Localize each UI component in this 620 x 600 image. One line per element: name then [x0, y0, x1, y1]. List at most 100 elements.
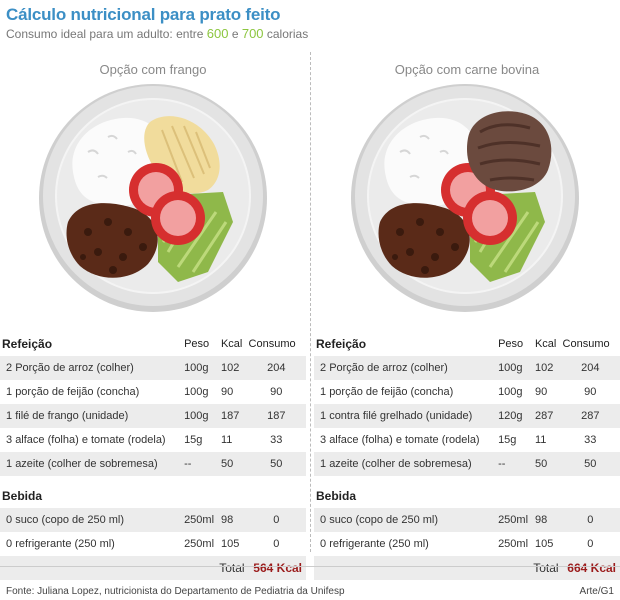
row-consumption: 204	[246, 356, 306, 380]
row-kcal: 102	[218, 356, 247, 380]
row-kcal: 90	[534, 386, 548, 398]
row-weight: 100g	[498, 386, 523, 398]
row-item: suco (copo de 250 ml)	[15, 514, 125, 526]
row-weight: 100g	[496, 356, 533, 380]
max-calories: 700	[241, 26, 264, 41]
table-row: 0 refrigerante (250 ml) 250ml 105 0	[0, 532, 306, 556]
consumption-header: Consumo	[248, 338, 296, 350]
row-qty: 1	[320, 458, 327, 470]
row-weight: 15g	[184, 434, 203, 446]
min-calories: 600	[206, 26, 229, 41]
row-kcal: 98	[532, 508, 561, 532]
row-qty: 1	[6, 410, 13, 422]
total-label: Total	[182, 556, 247, 580]
option-title: Opção com carne bovina	[394, 62, 540, 77]
beef-plate-icon	[351, 84, 579, 312]
page-title: Cálculo nutricional para prato feito	[6, 5, 281, 24]
row-kcal: 11	[220, 434, 233, 446]
row-qty: 1	[320, 410, 327, 422]
footer-source: Fonte: Juliana Lopez, nutricionista do D…	[6, 586, 345, 597]
row-qty: 0	[6, 514, 13, 526]
meal-header: Refeição	[2, 337, 53, 351]
row-qty: 1	[6, 386, 13, 398]
table-row: 1 contra filé grelhado (unidade) 120g 28…	[314, 404, 620, 428]
row-item: Porção de arroz (colher)	[15, 362, 134, 374]
row-item: azeite (colher de sobremesa)	[15, 458, 158, 470]
row-consumption: 33	[584, 434, 597, 446]
row-consumption: 90	[270, 386, 283, 398]
drink-header: Bebida	[2, 489, 43, 503]
row-consumption: 0	[587, 538, 594, 550]
table-row: 1 azeite (colher de sobremesa) -- 50 50	[314, 452, 620, 476]
table-row: 3 alface (folha) e tomate (rodela) 15g 1…	[0, 428, 306, 452]
kcal-header: Kcal	[220, 338, 243, 350]
table-row: 0 suco (copo de 250 ml) 250ml 98 0	[0, 508, 306, 532]
row-item: alface (folha) e tomate (rodela)	[15, 434, 166, 446]
row-consumption: 90	[584, 386, 597, 398]
row-kcal: 11	[534, 434, 547, 446]
footer-rule	[0, 566, 620, 567]
nutrition-table: Refeição Peso Kcal Consumo 2 Porção de a…	[0, 332, 306, 580]
row-qty: 0	[320, 538, 327, 550]
row-weight: 250ml	[184, 538, 215, 550]
row-consumption: 0	[560, 508, 620, 532]
total-value: 664 Kcal	[560, 556, 620, 580]
row-weight: 15g	[498, 434, 517, 446]
row-consumption: 50	[560, 452, 620, 476]
option-title: Opção com frango	[99, 62, 207, 77]
chicken-plate-icon	[39, 84, 267, 312]
row-item: refrigerante (250 ml)	[15, 538, 115, 550]
row-kcal: 287	[532, 404, 561, 428]
row-weight: 100g	[182, 356, 219, 380]
table-row: 2 Porção de arroz (colher) 100g 102 204	[0, 356, 306, 380]
meal-header: Refeição	[316, 337, 367, 351]
row-kcal: 90	[220, 386, 234, 398]
row-kcal: 105	[534, 538, 554, 550]
page-subtitle: Consumo ideal para um adulto: entre 600 …	[6, 26, 308, 41]
subtitle-prefix: Consumo ideal para um adulto: entre	[6, 27, 207, 41]
row-consumption: 0	[246, 508, 306, 532]
row-qty: 3	[6, 434, 13, 446]
table-row: 0 refrigerante (250 ml) 250ml 105 0	[314, 532, 620, 556]
total-row: Total 664 Kcal	[314, 556, 620, 580]
row-item: porção de feijão (concha)	[15, 386, 140, 398]
row-item: refrigerante (250 ml)	[329, 538, 429, 550]
row-consumption: 33	[270, 434, 283, 446]
drink-header: Bebida	[316, 489, 357, 503]
row-qty: 3	[320, 434, 327, 446]
total-label: Total	[496, 556, 561, 580]
row-consumption: 187	[246, 404, 306, 428]
table-row: 0 suco (copo de 250 ml) 250ml 98 0	[314, 508, 620, 532]
row-kcal: 50	[218, 452, 247, 476]
row-weight: 100g	[182, 404, 219, 428]
row-qty: 2	[320, 362, 327, 374]
row-kcal: 105	[220, 538, 240, 550]
consumption-header: Consumo	[562, 338, 610, 350]
weight-header: Peso	[498, 338, 524, 350]
row-consumption: 287	[560, 404, 620, 428]
subtitle-and: e	[228, 27, 242, 41]
total-row: Total 564 Kcal	[0, 556, 306, 580]
row-weight: 100g	[184, 386, 209, 398]
row-consumption: 204	[560, 356, 620, 380]
row-qty: 0	[320, 514, 327, 526]
row-item: azeite (colher de sobremesa)	[329, 458, 472, 470]
table-row: 1 azeite (colher de sobremesa) -- 50 50	[0, 452, 306, 476]
row-weight: 250ml	[496, 508, 533, 532]
row-weight: 250ml	[498, 538, 529, 550]
footer-credit: Arte/G1	[579, 586, 614, 597]
row-kcal: 98	[218, 508, 247, 532]
column-divider	[310, 52, 311, 552]
row-item: suco (copo de 250 ml)	[329, 514, 439, 526]
row-item: Porção de arroz (colher)	[329, 362, 448, 374]
row-weight: 250ml	[182, 508, 219, 532]
row-item: alface (folha) e tomate (rodela)	[329, 434, 480, 446]
row-qty: 1	[6, 458, 13, 470]
table-row: 2 Porção de arroz (colher) 100g 102 204	[314, 356, 620, 380]
row-qty: 1	[320, 386, 327, 398]
row-item: filé de frango (unidade)	[15, 410, 129, 422]
row-weight: 120g	[496, 404, 533, 428]
row-weight: --	[496, 452, 533, 476]
nutrition-table: Refeição Peso Kcal Consumo 2 Porção de a…	[314, 332, 620, 580]
row-item: porção de feijão (concha)	[329, 386, 454, 398]
